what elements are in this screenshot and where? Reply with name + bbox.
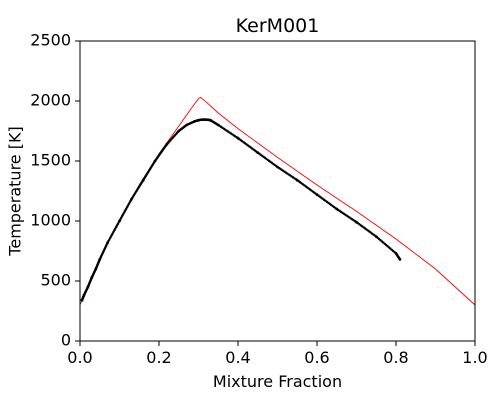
- x-tick-label: 0.8: [383, 348, 408, 367]
- y-axis-label: Temperature [K]: [6, 126, 25, 256]
- plot-area: [79, 96, 476, 306]
- x-tick-label: 0.4: [225, 348, 250, 367]
- chart-title: KerM001: [236, 15, 320, 37]
- plot-frame: [79, 40, 476, 342]
- x-tick-label: 0.2: [146, 348, 171, 367]
- x-tick-label: 1.0: [462, 348, 487, 367]
- scatter-series: [80, 118, 402, 302]
- y-tick-label: 0: [61, 331, 71, 350]
- x-tick-label: 0.0: [67, 348, 92, 367]
- y-tick-label: 1500: [30, 151, 71, 170]
- y-axis: 0 500 1000 1500 2000 2500: [30, 31, 80, 350]
- x-axis: 0.0 0.2 0.4 0.6 0.8 1.0: [67, 341, 488, 367]
- y-tick-label: 2500: [30, 31, 71, 50]
- y-tick-label: 2000: [30, 91, 71, 110]
- x-tick-label: 0.6: [304, 348, 329, 367]
- series-line: [79, 96, 476, 306]
- y-tick-label: 1000: [30, 211, 71, 230]
- x-axis-label: Mixture Fraction: [213, 372, 342, 391]
- scatter-point: [398, 258, 402, 261]
- y-tick-label: 500: [40, 271, 71, 290]
